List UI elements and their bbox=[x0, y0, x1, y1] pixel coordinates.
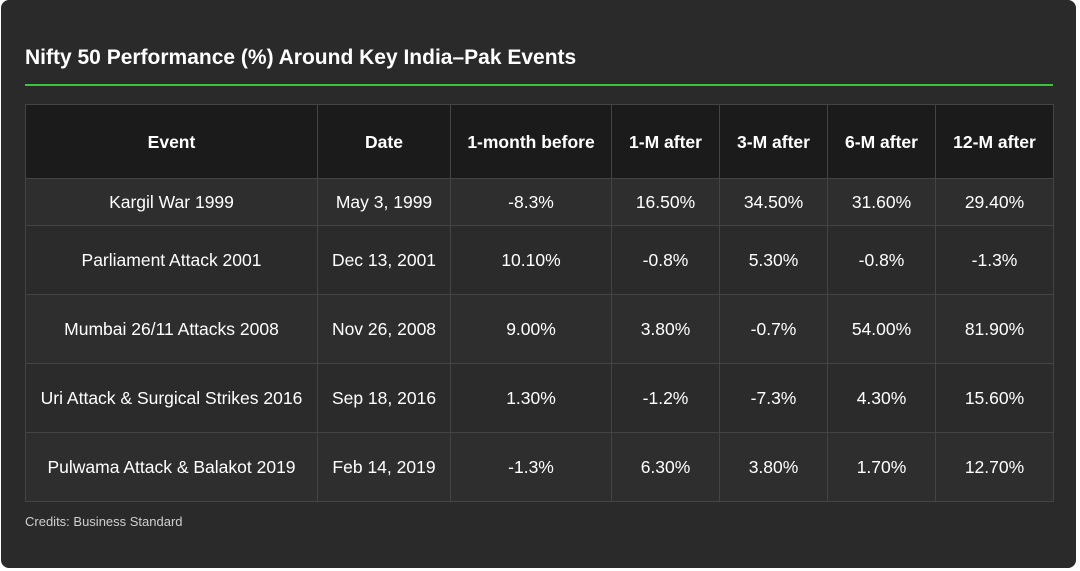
chart-title: Nifty 50 Performance (%) Around Key Indi… bbox=[25, 46, 577, 69]
cell-event: Kargil War 1999 bbox=[25, 178, 318, 226]
cell-12m-after: 81.90% bbox=[935, 294, 1054, 364]
performance-table: Event Date 1-month before 1-M after 3-M … bbox=[25, 104, 1054, 502]
cell-date: Feb 14, 2019 bbox=[317, 432, 451, 502]
header-row: Event Date 1-month before 1-M after 3-M … bbox=[25, 104, 1054, 179]
cell-3m-after: 3.80% bbox=[719, 432, 828, 502]
cell-6m-after: 31.60% bbox=[827, 178, 936, 226]
table-row: Uri Attack & Surgical Strikes 2016 Sep 18… bbox=[25, 363, 1054, 433]
cell-1-month-before: -1.3% bbox=[450, 432, 612, 502]
cell-date: Sep 18, 2016 bbox=[317, 363, 451, 433]
cell-1m-after: 6.30% bbox=[611, 432, 720, 502]
cell-event: Parliament Attack 2001 bbox=[25, 225, 318, 295]
cell-1m-after: 3.80% bbox=[611, 294, 720, 364]
cell-1-month-before: 1.30% bbox=[450, 363, 612, 433]
table-row: Kargil War 1999 May 3, 1999 -8.3% 16.50% 34.… bbox=[25, 178, 1054, 226]
cell-12m-after: 15.60% bbox=[935, 363, 1054, 433]
column-header-1m-after: 1-M after bbox=[611, 104, 720, 179]
table-row: Mumbai 26/11 Attacks 2008 Nov 26, 2008 9.0… bbox=[25, 294, 1054, 364]
cell-1-month-before: -8.3% bbox=[450, 178, 612, 226]
column-header-1-month-before: 1-month before bbox=[450, 104, 612, 179]
table-row: Parliament Attack 2001 Dec 13, 2001 10.10%… bbox=[25, 225, 1054, 295]
table-body: Kargil War 1999 May 3, 1999 -8.3% 16.50% 34.… bbox=[25, 178, 1054, 502]
cell-1m-after: -1.2% bbox=[611, 363, 720, 433]
credits: Credits: Business Standard bbox=[25, 514, 183, 529]
cell-6m-after: 54.00% bbox=[827, 294, 936, 364]
cell-3m-after: -7.3% bbox=[719, 363, 828, 433]
title-underline bbox=[25, 84, 1053, 86]
column-header-6m-after: 6-M after bbox=[827, 104, 936, 179]
table-row: Pulwama Attack & Balakot 2019 Feb 14, 201… bbox=[25, 432, 1054, 502]
cell-date: Nov 26, 2008 bbox=[317, 294, 451, 364]
column-header-event: Event bbox=[25, 104, 318, 179]
cell-date: Dec 13, 2001 bbox=[317, 225, 451, 295]
column-header-3m-after: 3-M after bbox=[719, 104, 828, 179]
cell-1-month-before: 10.10% bbox=[450, 225, 612, 295]
cell-3m-after: -0.7% bbox=[719, 294, 828, 364]
cell-12m-after: 12.70% bbox=[935, 432, 1054, 502]
cell-1-month-before: 9.00% bbox=[450, 294, 612, 364]
column-header-12m-after: 12-M after bbox=[935, 104, 1054, 179]
cell-3m-after: 5.30% bbox=[719, 225, 828, 295]
cell-12m-after: 29.40% bbox=[935, 178, 1054, 226]
cell-1m-after: -0.8% bbox=[611, 225, 720, 295]
cell-3m-after: 34.50% bbox=[719, 178, 828, 226]
cell-6m-after: 1.70% bbox=[827, 432, 936, 502]
cell-event: Mumbai 26/11 Attacks 2008 bbox=[25, 294, 318, 364]
column-header-date: Date bbox=[317, 104, 451, 179]
cell-6m-after: -0.8% bbox=[827, 225, 936, 295]
cell-event: Pulwama Attack & Balakot 2019 bbox=[25, 432, 318, 502]
cell-event: Uri Attack & Surgical Strikes 2016 bbox=[25, 363, 318, 433]
cell-6m-after: 4.30% bbox=[827, 363, 936, 433]
cell-12m-after: -1.3% bbox=[935, 225, 1054, 295]
cell-1m-after: 16.50% bbox=[611, 178, 720, 226]
cell-date: May 3, 1999 bbox=[317, 178, 451, 226]
